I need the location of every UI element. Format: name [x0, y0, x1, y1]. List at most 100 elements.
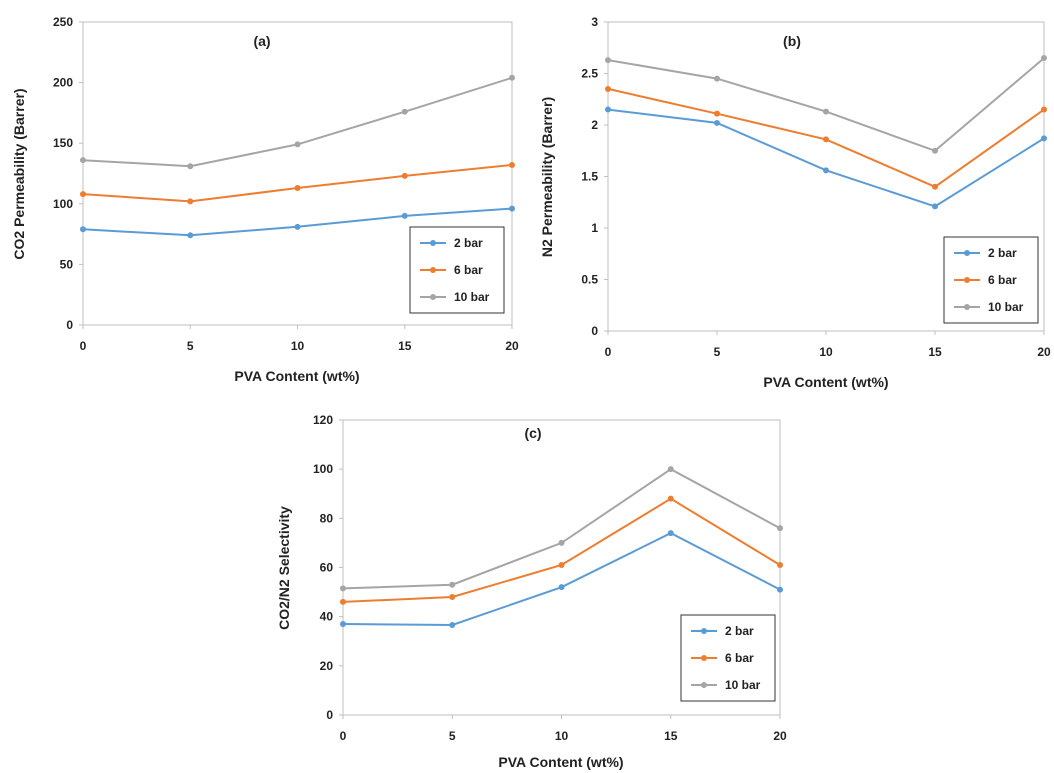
data-point-6-bar	[294, 185, 301, 192]
data-point-6-bar	[80, 191, 86, 198]
y-tick-label: 120	[313, 413, 333, 427]
panel-label: (b)	[783, 33, 801, 49]
y-tick-label: 0.5	[581, 273, 598, 287]
legend-swatch-marker	[430, 267, 436, 273]
data-point-2-bar	[294, 223, 301, 230]
legend-swatch-marker	[430, 294, 436, 300]
y-axis-title: N2 Permeability (Barrer)	[539, 97, 555, 257]
data-point-10-bar	[401, 108, 408, 115]
legend-label: 10 bar	[988, 300, 1024, 314]
legend-label: 6 bar	[988, 273, 1017, 287]
x-tick-label: 15	[664, 729, 678, 743]
data-point-2-bar	[605, 106, 611, 113]
y-tick-label: 50	[60, 257, 74, 271]
y-tick-label: 150	[53, 136, 73, 150]
x-axis-title: PVA Content (wt%)	[234, 368, 359, 384]
y-tick-label: 1.5	[581, 170, 598, 184]
legend: 2 bar 6 bar 10 bar	[943, 236, 1039, 324]
data-point-6-bar	[509, 162, 515, 169]
data-point-2-bar	[187, 232, 194, 239]
data-point-2-bar	[932, 203, 938, 210]
data-point-10-bar	[340, 585, 346, 592]
data-point-6-bar	[449, 594, 456, 600]
data-point-2-bar	[558, 584, 565, 591]
data-point-10-bar	[449, 581, 456, 588]
y-tick-label: 0	[66, 318, 73, 332]
x-tick-label: 10	[819, 345, 833, 359]
data-point-6-bar	[340, 598, 346, 605]
data-point-10-bar	[667, 466, 674, 473]
legend-swatch-marker	[701, 682, 707, 688]
x-tick-label: 5	[714, 345, 721, 359]
y-tick-label: 40	[320, 610, 334, 624]
data-point-6-bar	[932, 183, 938, 190]
legend-label: 6 bar	[454, 263, 483, 277]
y-tick-label: 2.5	[581, 67, 598, 81]
data-point-2-bar	[823, 167, 829, 174]
y-tick-label: 100	[53, 197, 73, 211]
series-line-2-bar	[607, 108, 1045, 208]
legend: 2 bar 6 bar 10 bar	[680, 614, 776, 702]
legend-swatch-marker	[964, 304, 970, 310]
x-tick-label: 5	[449, 729, 456, 743]
legend-label: 6 bar	[725, 651, 754, 665]
data-point-10-bar	[777, 525, 783, 532]
data-point-6-bar	[558, 562, 565, 569]
data-point-6-bar	[714, 110, 720, 117]
data-point-6-bar	[401, 172, 408, 179]
data-point-10-bar	[509, 74, 515, 81]
series-line-10-bar	[342, 468, 781, 590]
legend-label: 2 bar	[454, 236, 483, 250]
y-axis-title: CO2 Permeability (Barrer)	[11, 88, 27, 259]
data-point-10-bar	[605, 57, 611, 64]
y-tick-label: 80	[320, 511, 334, 525]
x-tick-label: 0	[605, 345, 612, 359]
legend-swatch-marker	[701, 628, 707, 634]
data-point-2-bar	[80, 226, 86, 233]
data-point-2-bar	[714, 119, 720, 126]
data-point-2-bar	[509, 205, 515, 212]
data-point-2-bar	[1041, 135, 1047, 142]
legend: 2 bar 6 bar 10 bar	[409, 226, 505, 314]
y-tick-label: 1	[591, 221, 598, 235]
legend-label: 10 bar	[725, 678, 761, 692]
y-tick-label: 100	[313, 462, 333, 476]
y-axis-title: CO2/N2 Selectivity	[276, 506, 292, 630]
x-tick-label: 10	[291, 339, 305, 353]
x-tick-label: 20	[773, 729, 787, 743]
data-point-2-bar	[401, 212, 408, 219]
x-tick-label: 20	[505, 339, 519, 353]
legend-label: 10 bar	[454, 290, 490, 304]
legend-swatch-marker	[964, 250, 970, 256]
legend-label: 2 bar	[988, 246, 1017, 260]
legend-swatch-marker	[701, 655, 707, 661]
y-tick-label: 200	[53, 76, 73, 90]
x-tick-label: 0	[340, 729, 347, 743]
panel-label: (a)	[253, 33, 270, 49]
data-point-6-bar	[823, 136, 829, 143]
y-tick-label: 3	[591, 15, 598, 29]
data-point-6-bar	[667, 495, 674, 502]
x-tick-label: 5	[187, 339, 194, 353]
data-point-2-bar	[777, 586, 783, 593]
data-point-2-bar	[340, 621, 346, 628]
x-tick-label: 0	[80, 339, 87, 353]
x-tick-label: 20	[1037, 345, 1051, 359]
data-point-10-bar	[1041, 55, 1047, 62]
y-tick-label: 0	[591, 324, 598, 338]
data-point-6-bar	[777, 562, 783, 569]
x-tick-label: 10	[555, 729, 569, 743]
chart-panel-c: 0 20 40 60 80 100 120 0 5 10 15 20 PVA Content (wt%)…	[276, 413, 787, 770]
data-point-10-bar	[558, 539, 565, 546]
y-tick-label: 2	[591, 118, 598, 132]
data-point-2-bar	[449, 622, 456, 629]
data-point-10-bar	[714, 75, 720, 82]
y-tick-label: 60	[320, 561, 334, 575]
chart-panel-b: 0 0.5 1 1.5 2 2.5 3 0 5 10 15 20 PVA Content (wt%) N2…	[539, 15, 1051, 390]
data-point-10-bar	[823, 108, 829, 115]
y-tick-label: 0	[326, 708, 333, 722]
x-axis-title: PVA Content (wt%)	[498, 754, 623, 770]
data-point-6-bar	[187, 198, 194, 205]
chart-panel-a: 0 50 100 150 200 250 0 5 10 15 20 PVA Content (wt%)…	[11, 15, 519, 384]
